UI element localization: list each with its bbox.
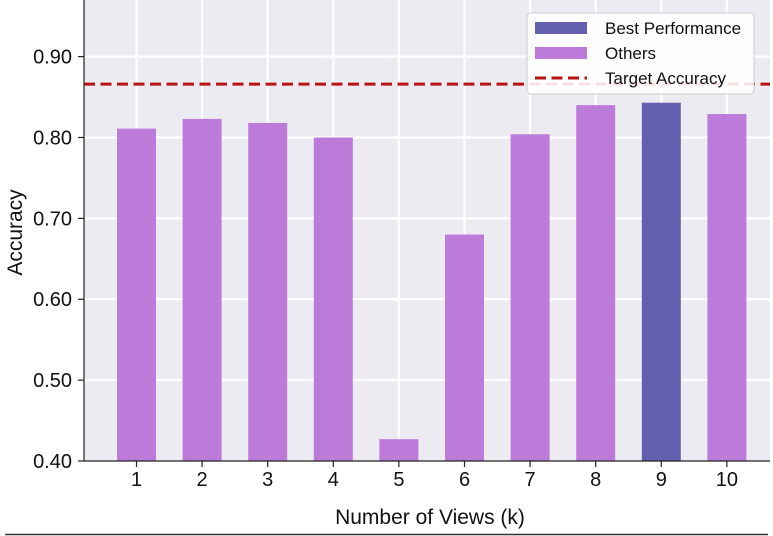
bar [248, 122, 288, 461]
x-tick-label: 8 [590, 469, 601, 491]
y-tick-label: 0.90 [33, 47, 72, 69]
y-axis-ticks: 0.40 0.50 0.60 0.70 0.80 0.90 [33, 47, 84, 473]
bar [117, 128, 156, 462]
bar-best-performance [641, 102, 681, 461]
y-tick-label: 0.60 [33, 289, 72, 311]
x-tick-label: 5 [393, 469, 404, 491]
legend: Best Performance Others Target Accuracy [526, 12, 755, 95]
bar [510, 134, 550, 461]
x-tick-label: 6 [459, 469, 470, 491]
y-axis-title: Accuracy [4, 189, 27, 276]
bar [313, 137, 353, 462]
x-tick-label: 10 [716, 469, 738, 491]
bar [576, 105, 616, 461]
x-tick-label: 9 [656, 469, 667, 491]
bar [182, 118, 222, 462]
legend-label: Best Performance [605, 19, 741, 38]
y-tick-label: 0.80 [33, 127, 72, 149]
bar [379, 439, 419, 461]
bar [445, 234, 484, 461]
x-tick-label: 7 [525, 469, 536, 491]
x-axis-ticks: 1 2 3 4 5 6 7 8 9 10 [131, 461, 738, 491]
x-tick-label: 4 [328, 469, 339, 491]
x-tick-label: 1 [131, 469, 142, 491]
legend-label: Target Accuracy [605, 69, 726, 88]
bars [117, 102, 747, 462]
x-tick-label: 2 [197, 469, 208, 491]
bar [707, 114, 747, 462]
legend-swatch [535, 22, 587, 34]
axes [83, 0, 770, 462]
legend-swatch [535, 47, 587, 59]
y-tick-label: 0.70 [33, 208, 72, 230]
x-axis-title: Number of Views (k) [335, 506, 525, 529]
legend-label: Others [605, 44, 656, 63]
x-tick-label: 3 [262, 469, 273, 491]
y-tick-label: 0.40 [33, 451, 72, 473]
y-tick-label: 0.50 [33, 370, 72, 392]
